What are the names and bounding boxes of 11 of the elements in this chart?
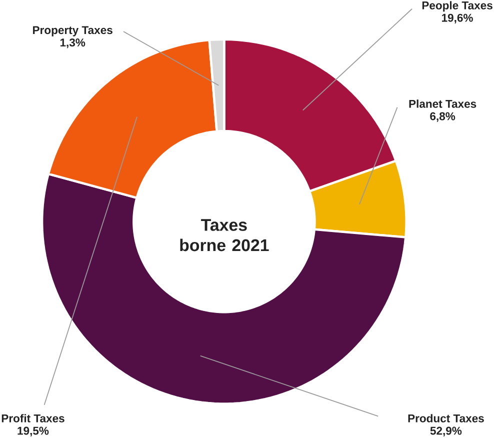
data-label: 19,6% — [442, 14, 473, 24]
data-label: 6,8% — [430, 112, 456, 122]
slice-label: Planet Taxes — [409, 100, 476, 108]
slice-label: Product Taxes — [408, 414, 484, 423]
text: Taxes borne 2021 — [180, 219, 269, 252]
slice-label: Property Taxes — [33, 26, 112, 37]
slice-label: Profit Taxes — [2, 414, 64, 423]
data-label: 1,3% — [60, 38, 86, 48]
data-label: 52,9% — [430, 427, 462, 437]
data-label: 19,5% — [18, 427, 49, 437]
slice-label: People Taxes — [422, 1, 492, 12]
